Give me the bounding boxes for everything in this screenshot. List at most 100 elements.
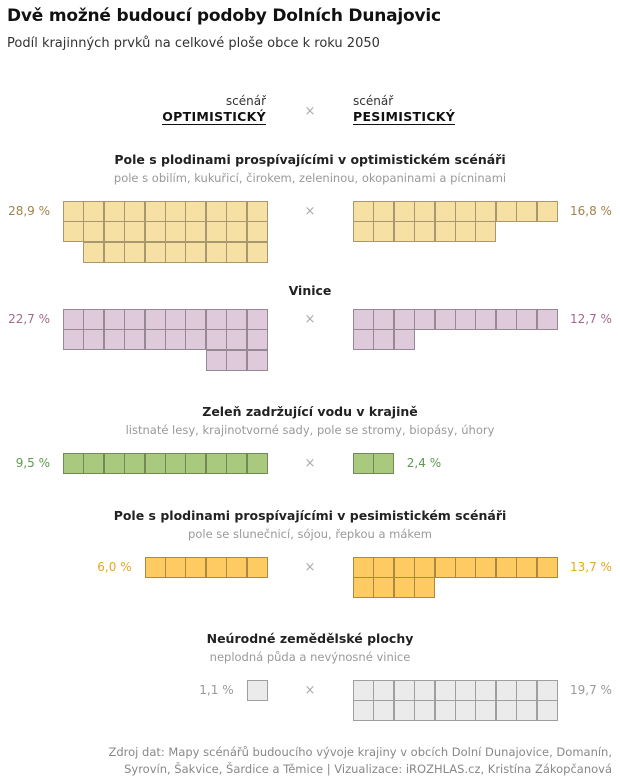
waffle-cell-optimistic: [246, 329, 268, 351]
waffle-cell-optimistic: [165, 329, 186, 351]
waffle-cell-optimistic: [124, 309, 146, 330]
waffle-cell-pessimistic: [495, 680, 517, 701]
waffle-cell-pessimistic: [475, 700, 497, 722]
waffle-cell-optimistic: [205, 349, 227, 371]
versus-mark: ×: [304, 560, 316, 575]
waffle-cell-pessimistic: [353, 453, 374, 474]
waffle-cell-optimistic: [246, 680, 268, 701]
waffle-cell-optimistic: [226, 201, 248, 222]
waffle-cell-optimistic: [185, 557, 207, 578]
waffle-cell-pessimistic: [495, 700, 517, 722]
waffle-cell-pessimistic: [373, 329, 395, 351]
scenario-optimistic-name: OPTIMISTICKÝ: [162, 109, 266, 125]
pessimistic-value-label: 19,7 %: [570, 683, 612, 697]
pessimistic-value-label: 16,8 %: [570, 204, 612, 218]
pessimistic-value-label: 13,7 %: [570, 560, 612, 574]
source-line-2: Syrovín, Šakvice, Šardice a Těmice | Viz…: [124, 762, 612, 776]
waffle-cell-optimistic: [246, 221, 268, 243]
scenario-pessimistic-label: scénář PESIMISTICKÝ: [353, 93, 456, 125]
waffle-cell-optimistic: [205, 453, 227, 474]
waffle-cell-pessimistic: [393, 700, 415, 722]
scenario-pessimistic-prefix: scénář: [353, 94, 394, 108]
waffle-cell-pessimistic: [414, 309, 436, 330]
waffle-cell-optimistic: [103, 201, 125, 222]
waffle-cell-optimistic: [83, 241, 105, 263]
optimistic-value-label: 28,9 %: [8, 204, 50, 218]
waffle-cell-pessimistic: [455, 700, 476, 722]
waffle-cell-pessimistic: [373, 201, 395, 222]
waffle-cell-pessimistic: [516, 700, 538, 722]
versus-mark: ×: [304, 204, 316, 219]
optimistic-value-label: 1,1 %: [199, 683, 234, 697]
waffle-cell-pessimistic: [353, 329, 374, 351]
waffle-cell-optimistic: [226, 557, 248, 578]
waffle-cell-optimistic: [165, 309, 186, 330]
waffle-cell-pessimistic: [495, 201, 517, 222]
category-subtitle: pole s obilím, kukuřicí, čirokem, zeleni…: [113, 171, 507, 185]
waffle-cell-optimistic: [124, 453, 146, 474]
versus-mark: ×: [304, 683, 316, 698]
waffle-cell-pessimistic: [353, 221, 374, 243]
waffle-cell-optimistic: [144, 201, 166, 222]
waffle-cell-optimistic: [205, 309, 227, 330]
waffle-cell-pessimistic: [393, 201, 415, 222]
waffle-cell-optimistic: [165, 453, 186, 474]
category-title: Neúrodné zemědělské plochy: [206, 631, 414, 646]
scenario-optimistic-prefix: scénář: [225, 94, 266, 108]
waffle-cell-pessimistic: [373, 577, 395, 599]
waffle-cell-optimistic: [63, 329, 84, 351]
waffle-cell-pessimistic: [373, 453, 395, 474]
waffle-cell-optimistic: [185, 221, 207, 243]
waffle-cell-pessimistic: [393, 557, 415, 578]
waffle-cell-optimistic: [205, 241, 227, 263]
category-title: Vinice: [288, 283, 332, 298]
waffle-cell-optimistic: [165, 557, 186, 578]
waffle-cell-pessimistic: [373, 700, 395, 722]
waffle-cell-pessimistic: [495, 557, 517, 578]
waffle-cell-pessimistic: [414, 201, 436, 222]
waffle-cell-optimistic: [83, 201, 105, 222]
waffle-cell-optimistic: [226, 349, 248, 371]
waffle-cell-optimistic: [185, 329, 207, 351]
category-subtitle: neplodná půda a nevýnosné vinice: [209, 650, 411, 664]
chart-subtitle: Podíl krajinných prvků na celkové ploše …: [7, 36, 380, 51]
scenario-pessimistic-name: PESIMISTICKÝ: [353, 109, 456, 125]
waffle-cell-optimistic: [124, 329, 146, 351]
category-title: Zeleň zadržující vodu v krajině: [202, 404, 418, 419]
waffle-cell-pessimistic: [353, 680, 374, 701]
waffle-cell-pessimistic: [536, 700, 558, 722]
waffle-cell-optimistic: [226, 241, 248, 263]
waffle-cell-pessimistic: [414, 557, 436, 578]
waffle-cell-optimistic: [246, 349, 268, 371]
waffle-cell-pessimistic: [373, 221, 395, 243]
waffle-cell-pessimistic: [393, 221, 415, 243]
waffle-cell-pessimistic: [393, 577, 415, 599]
waffle-cell-pessimistic: [475, 221, 497, 243]
waffle-cell-pessimistic: [516, 680, 538, 701]
waffle-cell-pessimistic: [353, 309, 374, 330]
waffle-cell-optimistic: [226, 221, 248, 243]
waffle-cell-pessimistic: [455, 221, 476, 243]
pessimistic-value-label: 2,4 %: [406, 456, 442, 470]
waffle-cell-optimistic: [246, 309, 268, 330]
waffle-cell-optimistic: [124, 221, 146, 243]
optimistic-value-label: 9,5 %: [15, 456, 50, 470]
waffle-cell-optimistic: [165, 221, 186, 243]
waffle-cell-optimistic: [103, 241, 125, 263]
waffle-cell-optimistic: [185, 241, 207, 263]
waffle-cell-pessimistic: [353, 557, 374, 578]
waffle-cell-optimistic: [246, 453, 268, 474]
waffle-cell-pessimistic: [536, 680, 558, 701]
waffle-cell-pessimistic: [373, 557, 395, 578]
waffle-cell-pessimistic: [434, 680, 456, 701]
waffle-cell-optimistic: [103, 329, 125, 351]
waffle-cell-optimistic: [246, 557, 268, 578]
pessimistic-value-label: 12,7 %: [570, 312, 612, 326]
waffle-cell-pessimistic: [495, 309, 517, 330]
waffle-cell-optimistic: [205, 557, 227, 578]
waffle-cell-pessimistic: [516, 557, 538, 578]
waffle-cell-optimistic: [83, 453, 105, 474]
waffle-cell-optimistic: [226, 329, 248, 351]
waffle-cell-pessimistic: [434, 309, 456, 330]
category-title: Pole s plodinami prospívajícími v pesimi…: [113, 508, 507, 523]
